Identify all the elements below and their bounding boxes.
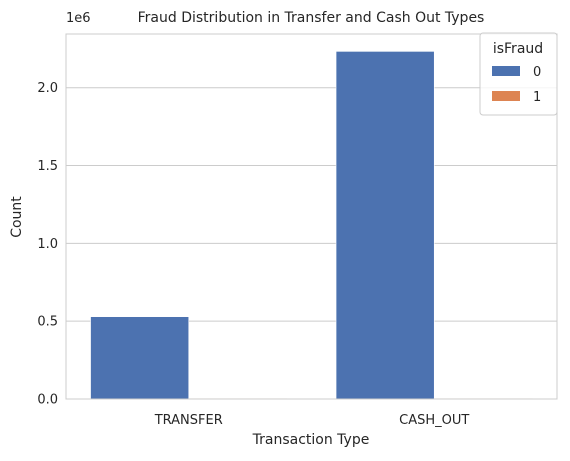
y-tick-label-0: 0.0 xyxy=(37,393,58,408)
y-offset-label: 1e6 xyxy=(66,11,91,26)
legend-label-0: 0 xyxy=(533,65,541,80)
chart-title: Fraud Distribution in Transfer and Cash … xyxy=(138,10,485,26)
y-tick-label-3: 1.5 xyxy=(37,159,58,174)
y-tick-label-1: 0.5 xyxy=(37,315,58,330)
bar-series-0-cash_out xyxy=(335,51,435,400)
x-axis-label: Transaction Type xyxy=(252,432,370,448)
y-axis-label: Count xyxy=(9,196,25,238)
legend-label-1: 1 xyxy=(533,90,541,105)
x-tick-label-0: TRANSFER xyxy=(154,413,223,428)
y-tick-label-4: 2.0 xyxy=(37,81,58,96)
bar-series-0-transfer xyxy=(90,316,190,400)
legend-swatch-1 xyxy=(492,91,520,101)
legend-swatch-0 xyxy=(492,66,520,76)
x-tick-labels: TRANSFER CASH_OUT xyxy=(154,413,470,428)
legend: isFraud 0 1 xyxy=(479,32,558,116)
y-tick-labels: 0.0 0.5 1.0 1.5 2.0 xyxy=(37,81,58,407)
y-tick-label-2: 1.0 xyxy=(37,237,58,252)
plot-frame xyxy=(65,33,558,400)
x-tick-label-1: CASH_OUT xyxy=(399,413,469,428)
legend-title: isFraud xyxy=(493,41,543,57)
bars xyxy=(90,51,533,400)
